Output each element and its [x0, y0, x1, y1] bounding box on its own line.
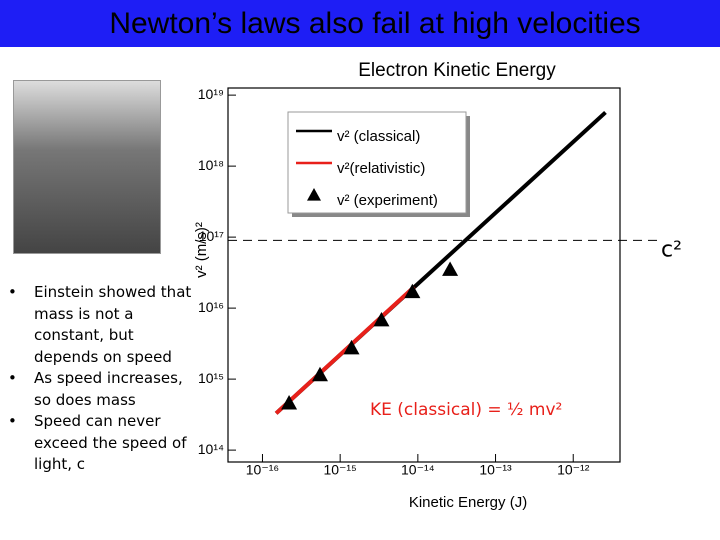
- bullet-list: Einstein showed that mass is not a const…: [8, 282, 196, 476]
- x-tick-label: 10⁻¹⁴: [401, 462, 435, 478]
- data-point: [343, 339, 360, 355]
- y-tick-label: 10¹⁹: [198, 86, 224, 102]
- y-tick-label: 10¹⁴: [198, 441, 224, 457]
- series-line: [274, 285, 416, 415]
- legend-label: v²(relativistic): [337, 160, 425, 177]
- data-point: [311, 366, 328, 382]
- title-bar: Newton’s laws also fail at high velociti…: [0, 0, 720, 47]
- legend-swatch: [307, 188, 321, 201]
- reference-label: c²: [661, 237, 682, 262]
- data-point: [373, 312, 390, 327]
- data-point: [281, 395, 298, 410]
- photo: [13, 80, 161, 254]
- chart-title: Electron Kinetic Energy: [358, 60, 556, 81]
- legend-label: v² (classical): [337, 128, 420, 145]
- data-point: [442, 261, 459, 276]
- data-point: [404, 283, 421, 299]
- bullet: Speed can never exceed the speed of ligh…: [8, 411, 196, 476]
- x-tick-label: 10⁻¹³: [479, 462, 512, 478]
- y-tick-label: 10¹⁵: [198, 370, 224, 386]
- annotation: KE (classical) = ½ mv²: [370, 400, 562, 420]
- y-axis-label: v² (m/s)²: [193, 222, 210, 278]
- y-tick-label: 10¹⁶: [198, 299, 224, 315]
- bullet: As speed increases, so does mass: [8, 368, 196, 411]
- x-tick-label: 10⁻¹⁶: [246, 462, 279, 478]
- x-tick-label: 10⁻¹²: [557, 462, 590, 478]
- x-axis-label: Kinetic Energy (J): [409, 494, 527, 511]
- y-tick-label: 10¹⁸: [198, 157, 224, 173]
- y-tick-label: 10¹⁷: [199, 228, 224, 244]
- slide-title: Newton’s laws also fail at high velociti…: [109, 7, 641, 40]
- legend-label: v² (experiment): [337, 192, 438, 209]
- x-tick-label: 10⁻¹⁵: [323, 462, 356, 478]
- plot-frame: [227, 87, 621, 463]
- bullet: Einstein showed that mass is not a const…: [8, 282, 196, 368]
